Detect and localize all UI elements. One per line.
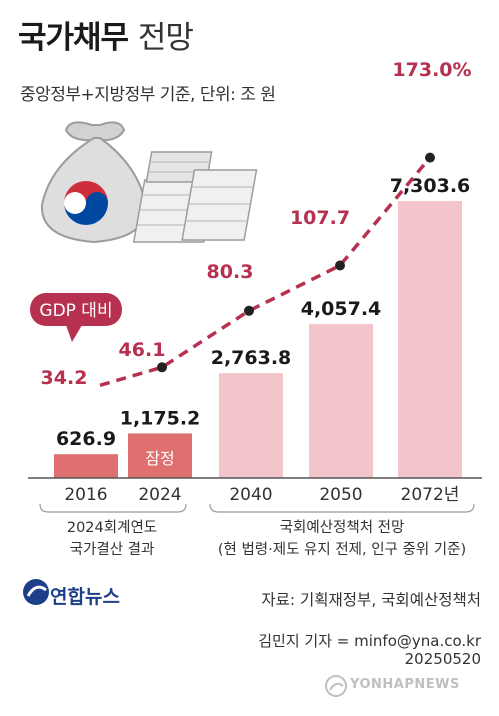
gdp-ratio-label: 34.2: [41, 367, 88, 389]
category-label: 2072년: [401, 485, 460, 505]
bar-2024: [128, 433, 192, 478]
note-left-line2: 국가결산 결과: [70, 541, 155, 558]
bar-value-label: 626.9: [56, 428, 116, 450]
footer-logo: 연합뉴스: [50, 586, 120, 608]
title-main: 국가채무: [18, 20, 129, 56]
gdp-ratio-label: 80.3: [207, 261, 254, 283]
gdp-ratio-line: [99, 156, 432, 387]
category-label: 2040: [229, 485, 272, 505]
bar-2016: [54, 454, 118, 478]
gdp-ratio-label: 173.0%: [392, 59, 471, 81]
category-labels: 2016 2024 2040 2050 2072년: [64, 485, 459, 505]
bar-value-label: 1,175.2: [120, 407, 201, 429]
subtitle: 중앙정부+지방정부 기준, 단위: 조 원: [20, 85, 276, 105]
category-label: 2050: [319, 485, 362, 505]
footer-source: 자료: 기획재정부, 국회예산정책처: [261, 591, 481, 609]
note-right-line2: (현 법령·제도 유지 전제, 인구 중위 기준): [218, 541, 466, 558]
note-left-line1: 2024회계연도: [67, 519, 157, 536]
watermark-icon: [325, 675, 347, 697]
note-right-line1: 국회예산정책처 전망: [280, 519, 405, 536]
watermark: YONHAPNEWS: [350, 677, 460, 692]
gdp-ratio-label: 107.7: [290, 207, 350, 229]
category-label: 2016: [64, 485, 107, 505]
cash-stack-icon: [132, 151, 258, 243]
footer-reporter: 김민지 기자 = minfo@yna.co.kr: [258, 632, 481, 650]
bars: [54, 201, 462, 478]
gdp-callout: GDP 대비: [30, 293, 122, 342]
yonhap-logo-icon: [23, 579, 49, 605]
gdp-ratio-label: 46.1: [119, 339, 166, 361]
gdp-ratio-point: [157, 362, 167, 373]
gdp-ratio-points: [157, 152, 435, 373]
bar-2050: [309, 324, 373, 478]
footer-date: 20250520: [404, 650, 481, 668]
title-sub: 전망: [137, 20, 194, 56]
right-note-bracket: [209, 503, 475, 513]
money-bag-icon: [40, 121, 148, 244]
page-title: 국가채무 전망: [18, 12, 194, 57]
gdp-callout-label: GDP 대비: [39, 301, 112, 321]
bar-2072년: [398, 201, 462, 478]
gdp-ratio-point: [335, 260, 345, 271]
bar-value-label: 4,057.4: [301, 298, 382, 320]
bar-2040: [219, 373, 283, 478]
provisional-label: 잠정: [145, 449, 174, 468]
gdp-ratio-labels: 34.2 46.1 80.3 107.7 173.0%: [41, 59, 472, 389]
left-note-bracket: [39, 503, 187, 513]
gdp-ratio-point: [244, 305, 254, 316]
category-label: 2024: [138, 485, 181, 505]
bar-value-label: 2,763.8: [211, 347, 292, 369]
gdp-ratio-point: [425, 152, 435, 163]
